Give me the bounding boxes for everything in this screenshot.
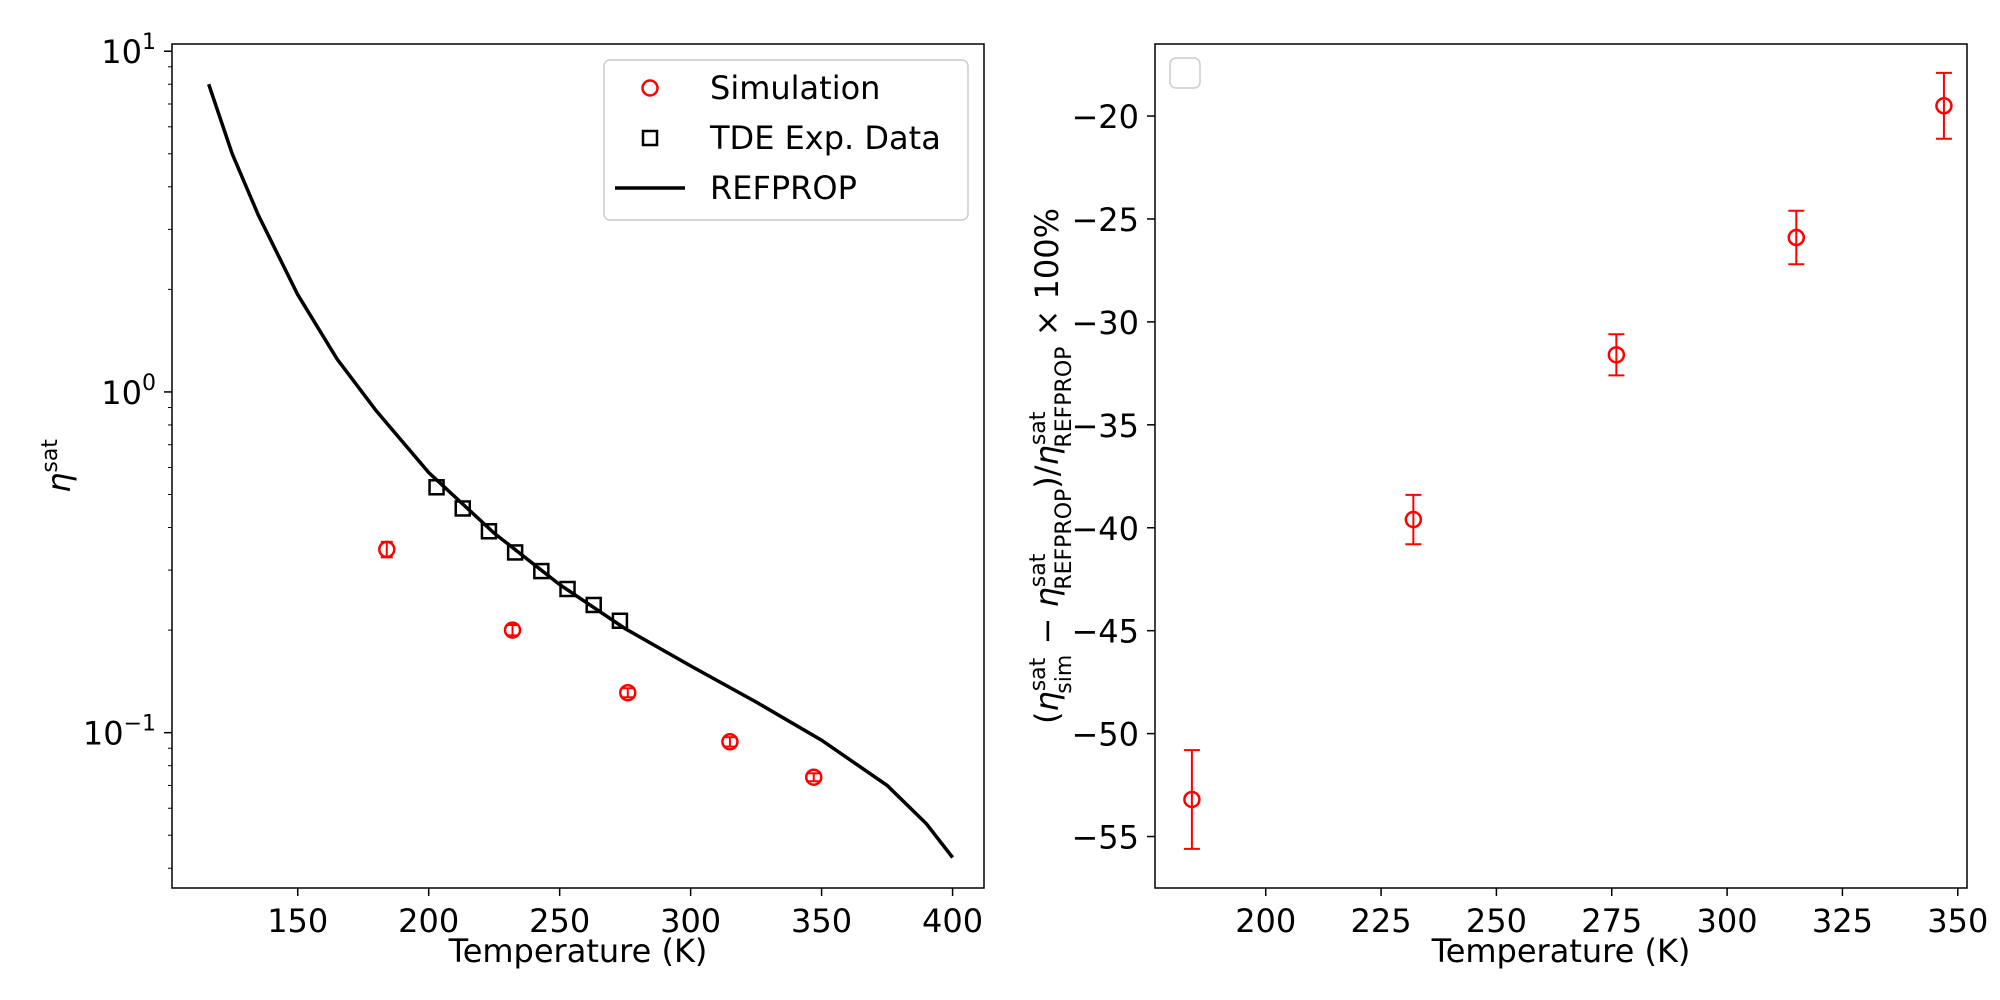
deviation-chart: 200 225 250 275 300 325 350 −55 −50 −45 −40 −35 −30… [1026,43,1988,970]
legend-simulation-marker [641,79,659,97]
deviation-y-tick-label: −40 [1071,510,1139,548]
deviation-y-tick-label: −20 [1071,98,1139,136]
simulation-data-point [804,768,823,786]
deviation-data-point [1183,790,1201,809]
deviation-x-tick-label: 350 [1927,902,1988,940]
deviation-x-tick-label: 250 [1466,902,1527,940]
tde-data-point [559,580,576,598]
deviation-x-axis-label: Temperature (K) [1431,932,1691,970]
viscosity-legend: Simulation TDE Exp. Data REFPROP [603,59,969,221]
deviation-y-tick-label: −25 [1071,201,1139,239]
deviation-data-point [1404,510,1423,529]
tde-data-point [506,544,524,561]
deviation-y-tick-label: −30 [1071,304,1139,342]
deviation-y-tick-label: −35 [1071,407,1139,445]
deviation-plot-area [1183,71,1953,850]
viscosity-x-tick-label: 150 [267,902,328,940]
viscosity-x-tick-label: 350 [791,902,852,940]
legend-simulation-label: Simulation [710,69,880,107]
deviation-x-tick-label: 300 [1697,902,1758,940]
deviation-y-tick-label: −45 [1071,613,1139,651]
deviation-x-tick-label: 325 [1812,902,1873,940]
viscosity-y-axis-label: ηsat [38,439,78,493]
tde-data-point [428,479,445,496]
viscosity-plot-area [207,83,954,859]
viscosity-y-tick-label: 100 [101,371,156,412]
deviation-y-ticks: −55 −50 −45 −40 −35 −30 −25 −20 [1071,98,1155,857]
tde-data-point [611,612,629,630]
viscosity-y-tick-label: 101 [101,30,156,71]
simulation-data-point [721,733,739,751]
tde-data-point [480,523,498,540]
refprop-curve [207,83,954,859]
viscosity-axes-frame [171,43,985,889]
tde-data-point [533,562,550,580]
deviation-x-tick-label: 275 [1581,902,1642,940]
tde-data-point [454,500,471,517]
legend-tde-label: TDE Exp. Data [709,119,941,157]
viscosity-x-tick-label: 300 [660,902,721,940]
deviation-data-point [1607,346,1626,364]
viscosity-y-ticks: 10−1 100 101 [83,30,172,869]
viscosity-x-tick-label: 250 [529,902,590,940]
deviation-y-tick-label: −50 [1071,716,1139,754]
viscosity-y-tick-label: 10−1 [83,712,156,753]
viscosity-x-tick-label: 200 [398,902,459,940]
simulation-data-point [503,621,522,639]
deviation-y-axis-label: (ηsatsim − ηsatREFPROP)/ηsatREFPROP × 10… [1026,208,1077,724]
deviation-y-tick-label: −55 [1071,819,1139,857]
viscosity-x-ticks: 150 200 250 300 350 400 [267,888,983,940]
simulation-data-point [619,683,637,702]
deviation-axes-frame [1154,43,1968,889]
deviation-data-point [1935,97,1953,115]
tde-data-point [585,596,602,614]
viscosity-x-tick-label: 400 [922,902,983,940]
deviation-x-ticks: 200 225 250 275 300 325 350 [1235,888,1988,940]
simulation-data-point [378,540,396,559]
legend-refprop-label: REFPROP [710,169,857,207]
legend-frame [603,59,969,221]
legend-tde-marker [641,129,659,147]
viscosity-x-axis-label: Temperature (K) [448,932,708,970]
deviation-empty-legend [1169,57,1201,89]
deviation-x-tick-label: 225 [1351,902,1412,940]
viscosity-chart: 150 200 250 300 350 400 10−1 100 101 Temperatur… [38,30,985,970]
deviation-data-point [1787,228,1806,247]
deviation-x-tick-label: 200 [1235,902,1296,940]
